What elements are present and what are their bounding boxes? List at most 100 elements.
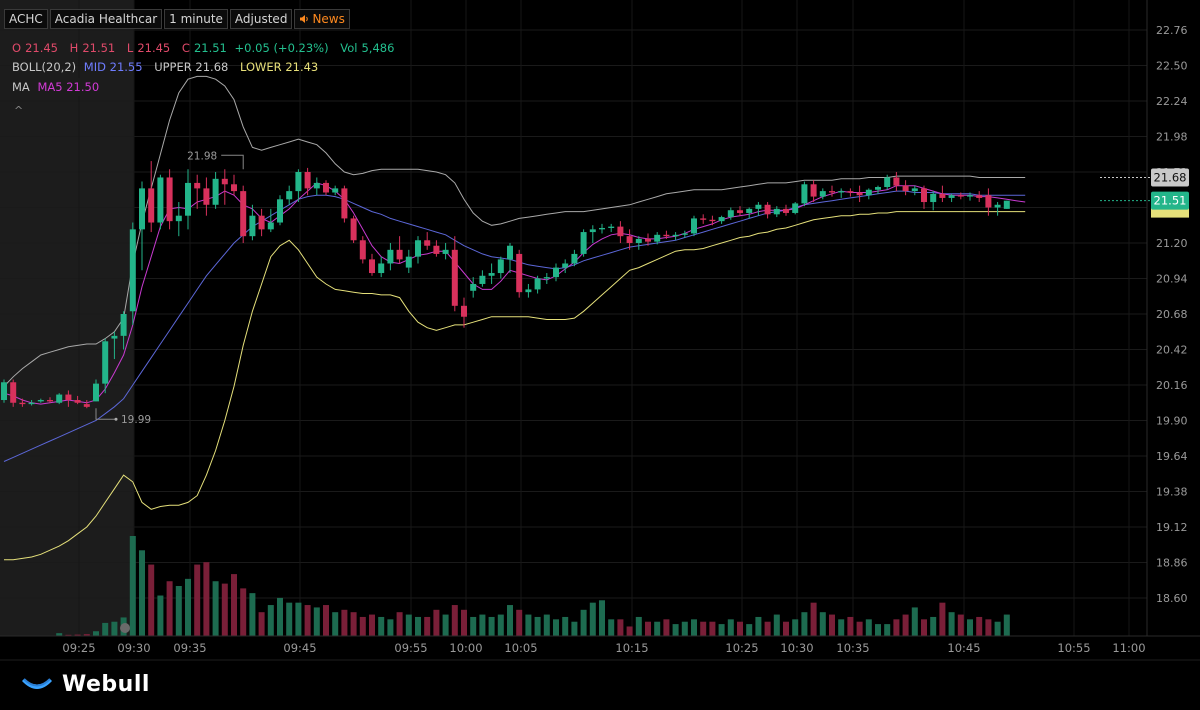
candle-body: [433, 245, 440, 254]
brand-name: Webull: [62, 672, 150, 697]
last-price-tag-box: [1151, 191, 1189, 210]
candle-body: [19, 402, 26, 405]
volume-bar: [599, 600, 605, 636]
candle-body: [93, 383, 99, 402]
speaker-icon: [300, 15, 309, 23]
candle-body: [74, 400, 81, 403]
candle-body: [479, 275, 486, 284]
volume-bar: [341, 609, 348, 636]
volume-bar: [323, 605, 329, 636]
y-tick-label: 19.12: [1156, 521, 1188, 534]
volume-bar: [571, 621, 578, 636]
high-label: H: [69, 41, 79, 55]
candle-body: [856, 192, 863, 196]
candle-body: [378, 263, 385, 274]
volume-bar: [424, 616, 431, 636]
volume-bar: [810, 602, 817, 636]
x-tick-label: 10:55: [1057, 641, 1090, 655]
candle-body: [194, 182, 201, 189]
boll-lower: LOWER 21.43: [239, 60, 319, 74]
y-tick-label: 21.98: [1156, 131, 1188, 144]
company-name-chip[interactable]: Acadia Healthcar: [49, 9, 163, 29]
last-price-tag-label: 21.51: [1154, 194, 1187, 208]
boll-mid: MID 21.55: [83, 60, 143, 74]
price-tags: 21.68 21.51: [1100, 168, 1189, 218]
candle-body: [893, 177, 900, 186]
symbol-chip[interactable]: ACHC: [4, 9, 48, 29]
candle-body: [83, 404, 90, 407]
volume-bar: [83, 634, 90, 636]
ma-label[interactable]: MA: [12, 80, 30, 94]
volume-bar: [635, 616, 642, 636]
volume-bar: [433, 609, 440, 636]
boll-legend: BOLL(20,2) MID 21.55 UPPER 21.68 LOWER 2…: [12, 60, 322, 74]
volume-value: 5,486: [361, 41, 395, 55]
volume-bar: [534, 616, 541, 636]
volume-bar: [129, 536, 136, 636]
volume-bar: [681, 621, 688, 636]
volume-bar: [497, 614, 504, 636]
volume-bar: [948, 612, 955, 636]
volume-bar: [957, 614, 964, 636]
candle-body: [829, 191, 835, 193]
volume-bar: [792, 619, 799, 636]
candle-body: [755, 204, 762, 209]
volume-bar: [231, 574, 237, 636]
volume-bar: [893, 619, 900, 636]
candle-body: [718, 217, 725, 222]
lower-band-line: [4, 211, 1026, 561]
volume-bar: [562, 616, 569, 636]
volume-bar: [396, 612, 403, 636]
candle-body: [65, 394, 72, 401]
volume-bar: [442, 614, 449, 636]
candle-body: [47, 400, 53, 402]
upper-price-tag-box: [1151, 168, 1189, 187]
volume-bar: [737, 621, 743, 636]
high-value: 21.51: [82, 41, 116, 55]
interval-chip[interactable]: 1 minute: [164, 9, 228, 29]
session-marker: [120, 623, 130, 633]
candle-body: [709, 219, 716, 222]
change-value: +0.05 (+0.23%): [234, 41, 329, 55]
volume-bar: [718, 624, 725, 636]
news-chip[interactable]: News: [294, 9, 350, 29]
volume-bar: [663, 619, 670, 636]
candle-body: [948, 195, 955, 198]
volume-bars: [1, 536, 1010, 636]
candle-body: [875, 187, 881, 190]
volume-bar: [930, 616, 937, 636]
volume-bar: [378, 616, 385, 636]
volume-bar: [617, 619, 624, 636]
volume-bar: [875, 624, 881, 636]
candle-body: [212, 178, 219, 205]
volume-label: Vol: [340, 41, 358, 55]
volume-bar: [332, 612, 339, 636]
x-tick-label: 09:45: [283, 641, 316, 655]
y-tick-label: 22.24: [1156, 95, 1188, 108]
candle-body: [507, 245, 513, 260]
volume-bar: [939, 602, 946, 636]
volume-bar: [203, 562, 210, 636]
candle-body: [783, 208, 789, 213]
collapse-chevron-icon[interactable]: ^: [14, 104, 24, 117]
candle-body: [571, 253, 578, 264]
volume-bar: [819, 612, 826, 636]
candle-body: [387, 249, 394, 264]
annotations: 21.98 19.99: [95, 150, 244, 426]
adjustment-chip[interactable]: Adjusted: [229, 9, 293, 29]
candle-body: [277, 199, 283, 223]
ma-legend: MA MA5 21.50: [12, 78, 113, 96]
volume-bar: [451, 605, 458, 636]
candle-body: [415, 240, 421, 257]
candle-body: [727, 210, 734, 218]
volume-bar: [516, 609, 523, 636]
volume-bar: [93, 631, 99, 636]
candle-body: [967, 195, 973, 197]
low-annotation: 19.99: [121, 414, 151, 426]
boll-label[interactable]: BOLL(20,2): [12, 60, 77, 74]
volume-bar: [589, 602, 596, 636]
candle-body: [534, 278, 541, 290]
candle-body: [654, 234, 661, 242]
candle-body: [847, 191, 854, 193]
